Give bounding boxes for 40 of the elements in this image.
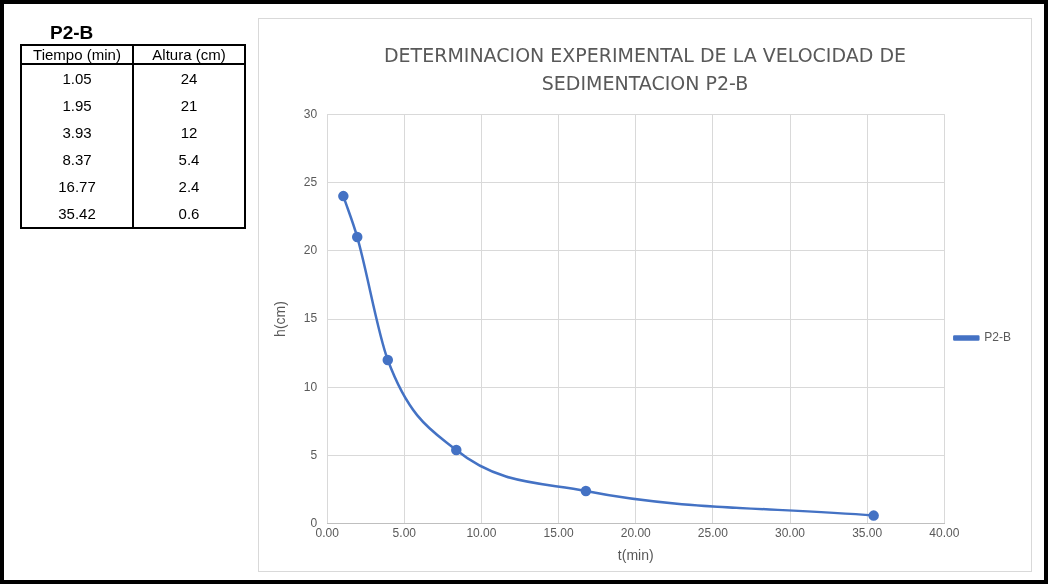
y-tick-label: 20	[303, 243, 318, 258]
text: 5.4	[133, 146, 245, 173]
y-tick-label: 10	[303, 379, 318, 394]
point	[382, 354, 394, 366]
text: 0.6	[133, 200, 245, 228]
x-tick-label: 35.00	[852, 526, 883, 541]
text: 16.77	[21, 173, 133, 200]
chart-title: DETERMINACION EXPERIMENTAL DE LA VELOCIDAD DE SEDIMENTACION P2-B	[382, 43, 908, 96]
point	[338, 190, 349, 202]
text: 3.93	[21, 119, 133, 146]
text: 1.95	[21, 92, 133, 119]
text: P2-B	[50, 22, 95, 44]
text: 21	[133, 92, 245, 119]
legend-label: P2-B	[984, 330, 1012, 345]
x-tick-label: 15.00	[543, 526, 574, 541]
y-axis-title: h(cm)	[272, 301, 289, 337]
text: 1.05	[21, 64, 133, 92]
y-tick-label: 15	[303, 311, 318, 326]
x-tick-label: 5.00	[392, 526, 417, 541]
y-tick-label: 30	[303, 106, 318, 121]
text: 24	[133, 64, 245, 92]
text: Tiempo (min)	[21, 45, 133, 64]
text: Altura (cm)	[133, 45, 245, 64]
point	[451, 444, 462, 456]
x-tick-label: 25.00	[697, 526, 729, 541]
y-tick-label: 25	[303, 174, 318, 189]
point	[868, 510, 879, 521]
x-tick-label: 40.00	[929, 526, 960, 541]
text: 12	[133, 119, 245, 146]
text: 2.4	[133, 173, 245, 200]
y-tick-label: 5	[310, 447, 318, 462]
text: 8.37	[21, 146, 133, 173]
point	[580, 485, 592, 497]
point	[351, 231, 363, 243]
x-tick-label: 30.00	[775, 526, 806, 541]
text: 35.42	[21, 200, 133, 228]
x-tick-label: 10.00	[466, 526, 497, 541]
x-tick-label: 0.00	[315, 526, 340, 541]
x-axis-title: t(min)	[617, 547, 654, 564]
x-tick-label: 20.00	[620, 526, 652, 541]
